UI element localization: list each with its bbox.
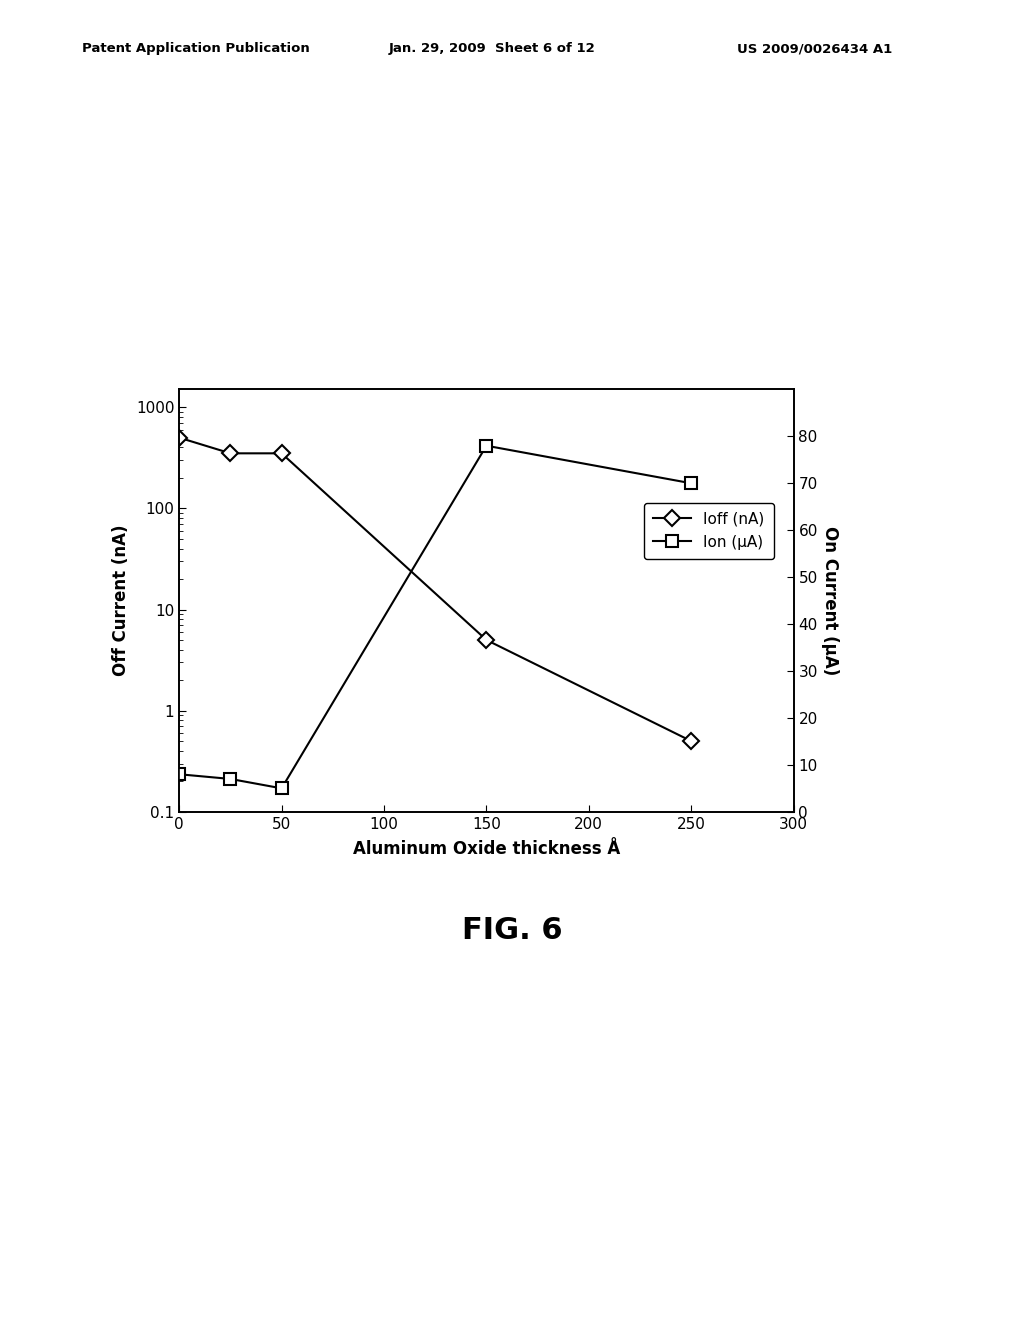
Ion (μA) xyxy=(173,767,185,783)
Ion (μA) xyxy=(224,771,237,787)
Ioff (nA) xyxy=(275,445,288,461)
Text: Jan. 29, 2009  Sheet 6 of 12: Jan. 29, 2009 Sheet 6 of 12 xyxy=(389,42,596,55)
Ioff (nA) xyxy=(173,430,185,446)
Y-axis label: On Current (μA): On Current (μA) xyxy=(820,525,839,676)
Ion (μA) xyxy=(685,475,697,491)
Ion (μA) xyxy=(275,780,288,796)
Text: US 2009/0026434 A1: US 2009/0026434 A1 xyxy=(737,42,893,55)
Y-axis label: Off Current (nA): Off Current (nA) xyxy=(113,525,130,676)
Ion (μA) xyxy=(480,438,493,454)
Text: Patent Application Publication: Patent Application Publication xyxy=(82,42,309,55)
Line: Ion (μA): Ion (μA) xyxy=(174,440,696,793)
Ioff (nA) xyxy=(480,632,493,648)
Ioff (nA) xyxy=(224,445,237,461)
Line: Ioff (nA): Ioff (nA) xyxy=(174,432,696,747)
Text: FIG. 6: FIG. 6 xyxy=(462,916,562,945)
Ioff (nA) xyxy=(685,733,697,748)
Legend: Ioff (nA), Ion (μA): Ioff (nA), Ion (μA) xyxy=(644,503,774,558)
X-axis label: Aluminum Oxide thickness Å: Aluminum Oxide thickness Å xyxy=(353,840,620,858)
